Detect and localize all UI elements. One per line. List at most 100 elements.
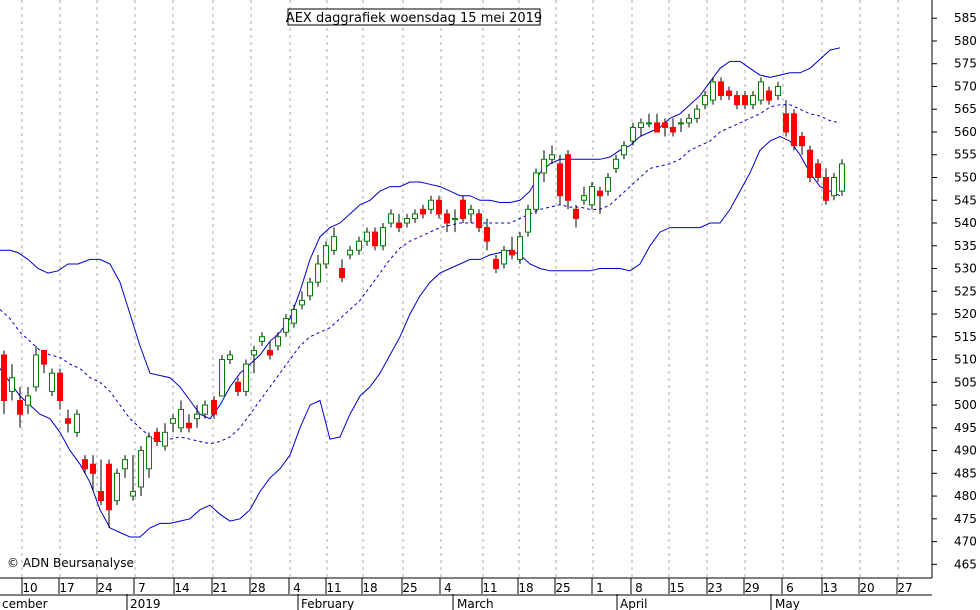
x-tick-label: 18 <box>362 581 377 595</box>
candle <box>122 455 128 478</box>
x-tick-label: 29 <box>744 581 759 595</box>
candle-body-down <box>509 249 515 256</box>
y-tick-label: 480 <box>954 489 977 503</box>
candle-body-down <box>186 422 192 429</box>
y-tick-label: 470 <box>954 535 977 549</box>
y-tick-label: 565 <box>954 102 977 116</box>
candle <box>396 213 402 233</box>
candle <box>49 368 55 396</box>
candle <box>605 172 611 196</box>
x-month-label: February <box>301 597 354 610</box>
candle <box>791 109 797 151</box>
candle-body-up <box>219 359 225 397</box>
candle-body-up <box>702 95 708 106</box>
candle-body-up <box>49 372 55 392</box>
candle <box>823 168 829 205</box>
y-tick-label: 465 <box>954 557 977 571</box>
candle <box>364 227 370 246</box>
candle <box>444 209 450 233</box>
y-axis: 465 470 475 480 485 490 495 500 505 510 515 520 525 5… <box>931 0 977 578</box>
y-tick-label: 485 <box>954 466 977 480</box>
candle-body-up <box>533 172 539 210</box>
y-tick-label: 515 <box>954 330 977 344</box>
candle-body-up <box>549 154 555 160</box>
x-tick-label: 17 <box>59 581 74 595</box>
candle <box>283 314 289 337</box>
candle <box>831 172 837 201</box>
candle <box>493 254 499 274</box>
candle <box>702 91 708 110</box>
candle <box>98 459 104 506</box>
x-tick-label: 13 <box>822 581 837 595</box>
x-tick-label: 20 <box>859 581 874 595</box>
candlesticks <box>1 77 845 528</box>
candle <box>662 118 668 137</box>
candle <box>9 364 15 401</box>
candle <box>533 168 539 214</box>
candle <box>275 332 281 351</box>
candle-body-down <box>339 268 345 279</box>
candle-body-up <box>130 491 136 497</box>
candle-body-up <box>525 208 531 233</box>
candle <box>742 91 748 110</box>
y-tick-label: 475 <box>954 512 977 526</box>
y-tick-label: 575 <box>954 57 977 71</box>
candle-body-up <box>646 122 652 125</box>
candle <box>734 91 740 110</box>
candle <box>525 204 531 237</box>
candle-body-up <box>291 308 297 324</box>
x-month-label: cember <box>2 597 48 610</box>
x-tick-label: 8 <box>635 581 643 595</box>
candle-body-up <box>178 409 184 429</box>
y-tick-label: 505 <box>954 375 977 389</box>
candle-body-up <box>283 318 289 333</box>
candle <box>638 118 644 137</box>
candle <box>162 423 168 451</box>
candle <box>33 345 39 392</box>
candle-body-down <box>823 176 829 201</box>
candle <box>211 395 217 419</box>
candle-body-up <box>589 186 595 206</box>
candle <box>436 195 442 219</box>
candle <box>194 405 200 428</box>
candle <box>815 159 821 183</box>
candle-body-down <box>98 491 104 502</box>
candle-body-up <box>122 459 128 470</box>
candle <box>178 400 184 433</box>
candle <box>452 209 458 233</box>
candle <box>65 409 71 433</box>
candle <box>372 227 378 251</box>
candle-body-up <box>356 240 362 251</box>
candle <box>259 332 265 346</box>
candle-body-up <box>251 349 257 356</box>
y-tick-label: 525 <box>954 284 977 298</box>
x-tick-label: 6 <box>786 581 794 595</box>
x-tick-label: 7 <box>138 581 146 595</box>
y-tick-label: 535 <box>954 239 977 253</box>
candle <box>597 186 603 214</box>
candle <box>186 414 192 433</box>
candle <box>57 368 63 410</box>
chart-title: AEX daggrafiek woensdag 15 mei 2019 <box>286 8 542 26</box>
y-tick-label: 495 <box>954 421 977 435</box>
candle <box>331 227 337 255</box>
candle <box>476 209 482 233</box>
candle <box>484 218 490 251</box>
candle <box>90 455 96 492</box>
candle <box>670 118 676 137</box>
candle-body-up <box>605 176 611 192</box>
x-tick-label: 23 <box>707 581 722 595</box>
candle <box>613 154 619 173</box>
candle <box>557 154 563 205</box>
candle <box>686 113 692 128</box>
candle-body-up <box>613 158 619 169</box>
candle <box>356 236 362 255</box>
candle-body-down <box>1 354 7 402</box>
candle-body-down <box>41 349 47 365</box>
candle-body-up <box>831 176 837 197</box>
candle <box>106 459 112 528</box>
y-tick-label: 555 <box>954 148 977 162</box>
candle-body-up <box>194 413 200 420</box>
grid-lines <box>21 0 899 578</box>
candle-body-down <box>783 113 789 133</box>
